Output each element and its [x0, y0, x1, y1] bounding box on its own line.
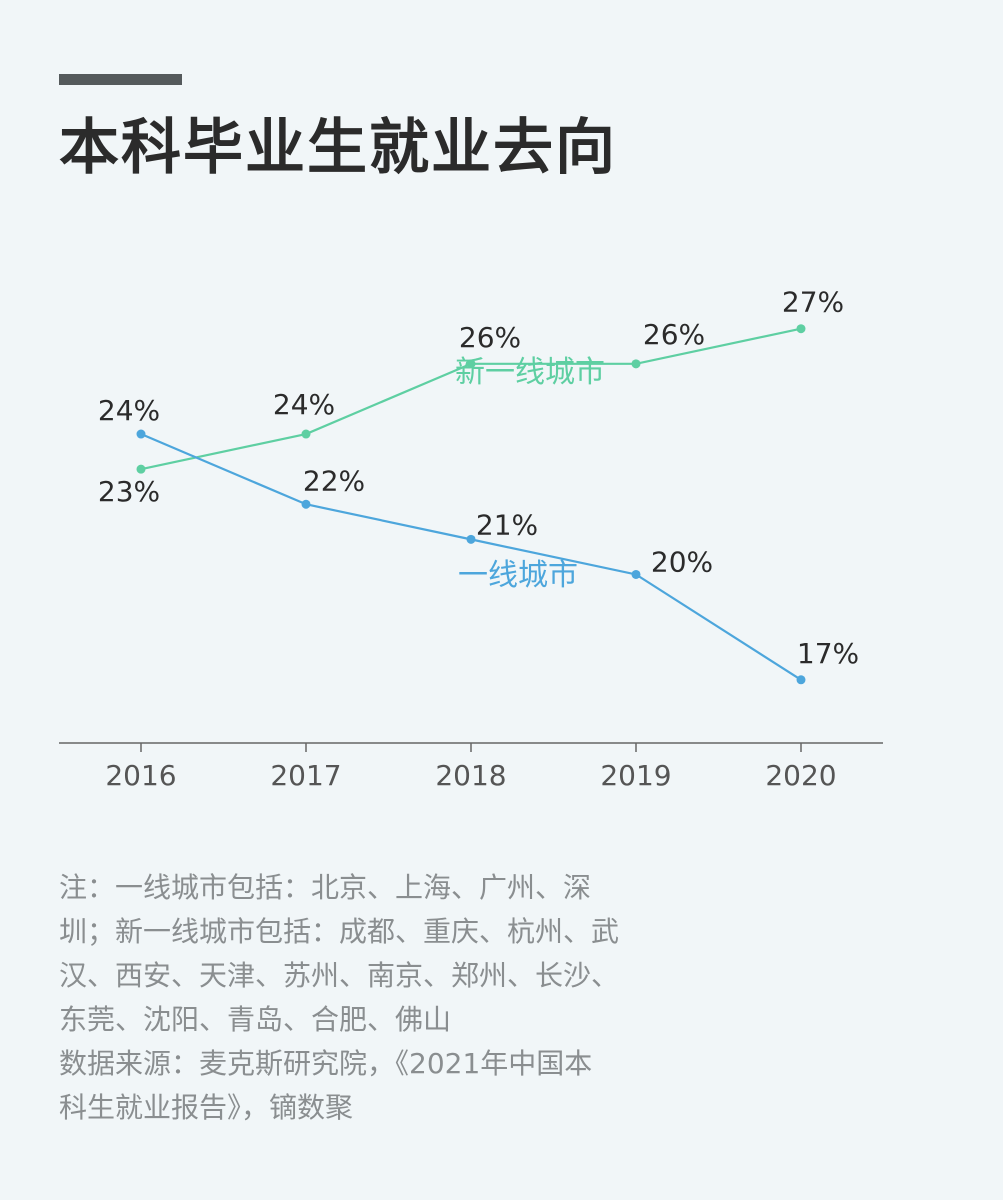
data-label: 26%: [643, 318, 705, 351]
footnote-line: 圳；新一线城市包括：成都、重庆、杭州、武: [59, 915, 620, 948]
data-point: [796, 675, 806, 685]
data-point: [796, 324, 806, 334]
footnote-line: 东莞、沈阳、青岛、合肥、佛山: [59, 1003, 452, 1036]
x-tick-label: 2018: [435, 759, 506, 792]
title-accent-bar: [59, 74, 182, 85]
data-point: [136, 429, 146, 439]
data-label: 20%: [651, 545, 713, 578]
x-axis-ticks: 2016 2017 2018 2019 2020: [105, 743, 837, 792]
footnote-line: 注：一线城市包括：北京、上海、广州、深: [59, 871, 592, 904]
data-label: 23%: [98, 475, 160, 508]
data-point: [301, 429, 311, 439]
data-point: [301, 499, 311, 509]
chart-title: 本科毕业生就业去向: [59, 113, 617, 183]
data-point: [631, 359, 641, 369]
x-tick-label: 2020: [765, 759, 836, 792]
x-tick-label: 2017: [270, 759, 341, 792]
data-label: 22%: [303, 464, 365, 497]
data-point: [631, 569, 641, 579]
data-label: 24%: [98, 394, 160, 427]
data-point: [466, 534, 476, 544]
series-name-label: 新一线城市: [455, 355, 605, 390]
data-label: 21%: [476, 508, 538, 541]
source-line: 数据来源：麦克斯研究院，《2021年中国本: [59, 1047, 593, 1080]
data-point: [136, 464, 146, 474]
x-tick-label: 2016: [105, 759, 176, 792]
data-label: 27%: [782, 286, 844, 319]
data-label: 26%: [459, 321, 521, 354]
line-chart: 2016 2017 2018 2019 2020 23% 24% 26% 26% 27% 新一线城…: [59, 286, 883, 792]
footnote: 注：一线城市包括：北京、上海、广州、深 圳；新一线城市包括：成都、重庆、杭州、武…: [59, 866, 719, 1130]
data-label: 17%: [797, 637, 859, 670]
series-layer: 23% 24% 26% 26% 27% 新一线城市 24% 22% 21% 20% 17% 一线城市: [98, 286, 859, 685]
footnote-line: 汉、西安、天津、苏州、南京、郑州、长沙、: [59, 959, 620, 992]
source-line: 科生就业报告》，镝数聚: [59, 1091, 354, 1124]
series-name-label: 一线城市: [458, 558, 578, 593]
data-point: [466, 359, 476, 369]
x-tick-label: 2019: [600, 759, 671, 792]
data-label: 24%: [273, 388, 335, 421]
